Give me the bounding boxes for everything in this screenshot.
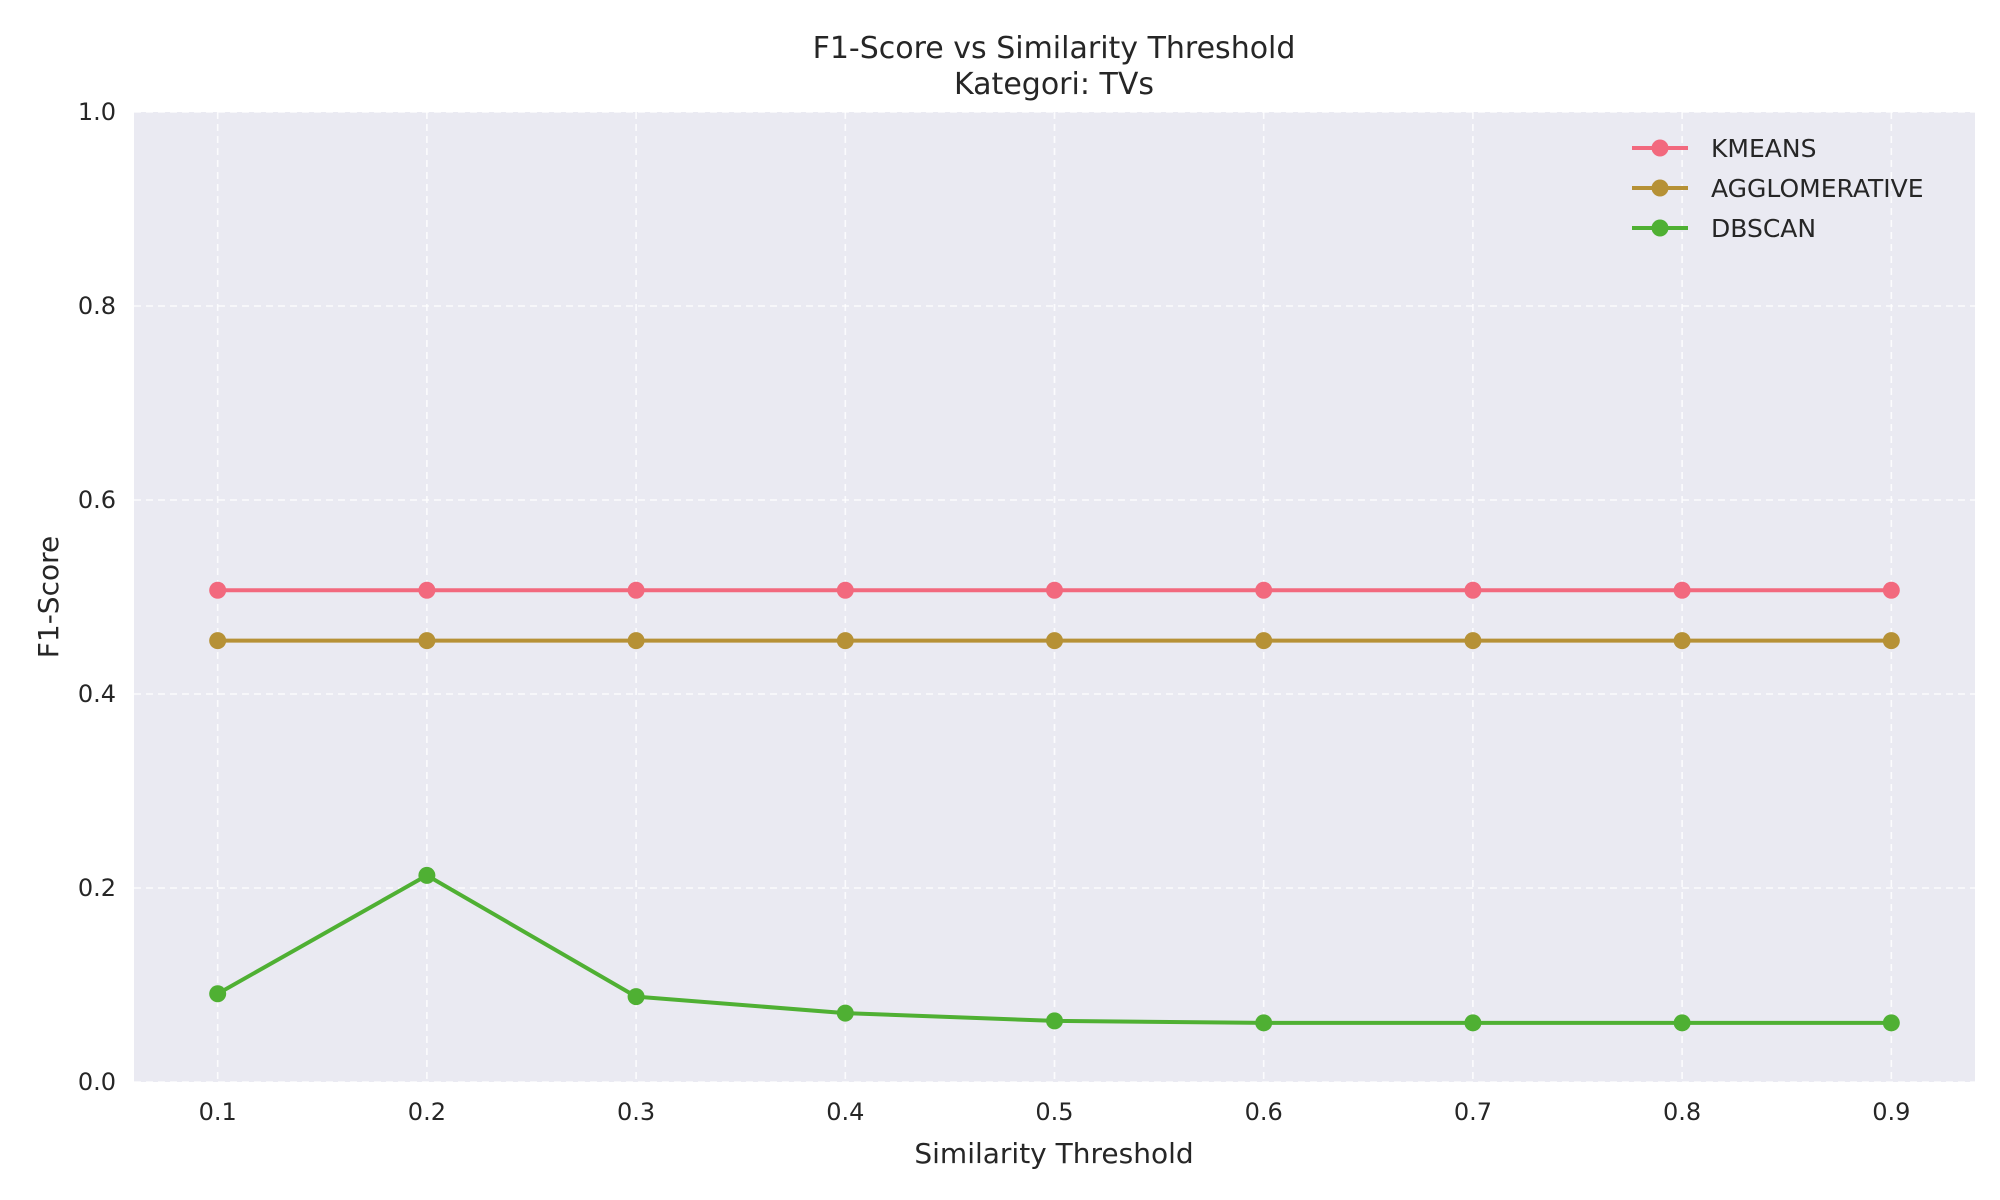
legend: KMEANS AGGLOMERATIVE DBSCAN bbox=[1632, 134, 1924, 243]
x-axis-label: Similarity Threshold bbox=[914, 1137, 1193, 1170]
data-point bbox=[418, 581, 436, 599]
x-tick-label: 0.3 bbox=[617, 1098, 655, 1126]
data-point bbox=[209, 985, 227, 1003]
data-point bbox=[836, 581, 854, 599]
legend-marker bbox=[1651, 179, 1669, 197]
x-tick-label: 0.8 bbox=[1663, 1098, 1701, 1126]
legend-marker bbox=[1651, 219, 1669, 237]
series-dbscan bbox=[209, 866, 1900, 1032]
data-point bbox=[627, 632, 645, 650]
data-point bbox=[1255, 632, 1273, 650]
x-tick-label: 0.7 bbox=[1454, 1098, 1492, 1126]
data-point bbox=[1046, 1012, 1063, 1030]
y-tick-label: 0.6 bbox=[78, 486, 116, 514]
y-tick-label: 0.0 bbox=[78, 1068, 116, 1096]
series-kmeans bbox=[209, 581, 1900, 599]
y-axis-label: F1-Score bbox=[32, 536, 65, 658]
data-point bbox=[836, 1004, 854, 1022]
data-point bbox=[418, 866, 436, 884]
data-point bbox=[209, 581, 227, 599]
x-tick-label: 0.5 bbox=[1035, 1098, 1073, 1126]
y-tick-label: 0.2 bbox=[78, 874, 116, 902]
data-point bbox=[1464, 581, 1482, 599]
data-point bbox=[1464, 1014, 1482, 1032]
x-tick-label: 0.2 bbox=[408, 1098, 446, 1126]
x-tick-label: 0.9 bbox=[1872, 1098, 1910, 1126]
data-point bbox=[209, 632, 227, 650]
series-agglomerative bbox=[209, 632, 1900, 650]
y-tick-label: 1.0 bbox=[78, 98, 116, 126]
y-tick-label: 0.8 bbox=[78, 292, 116, 320]
data-point bbox=[1882, 632, 1900, 650]
data-point bbox=[1255, 581, 1273, 599]
legend-item: KMEANS bbox=[1632, 134, 1816, 163]
tick-layer: 0.0 0.2 0.4 0.6 0.8 1.0 0.1 0.2 0.3 0.4 0.5 0.6 0.7 0… bbox=[78, 98, 1911, 1126]
legend-label: AGGLOMERATIVE bbox=[1711, 174, 1924, 203]
data-point bbox=[418, 632, 436, 650]
legend-item: AGGLOMERATIVE bbox=[1632, 174, 1924, 203]
data-point bbox=[1673, 632, 1691, 650]
x-tick-label: 0.6 bbox=[1245, 1098, 1283, 1126]
data-point bbox=[1464, 632, 1482, 650]
legend-item: DBSCAN bbox=[1632, 214, 1816, 243]
data-point bbox=[627, 988, 645, 1006]
data-point bbox=[1673, 581, 1691, 599]
legend-label: KMEANS bbox=[1711, 134, 1816, 163]
data-point bbox=[1255, 1014, 1273, 1032]
legend-marker bbox=[1651, 139, 1669, 157]
data-point bbox=[1673, 1014, 1691, 1032]
series-layer bbox=[209, 581, 1900, 1032]
data-point bbox=[1882, 581, 1900, 599]
chart-subtitle: Kategori: TVs bbox=[954, 67, 1154, 102]
data-point bbox=[627, 581, 645, 599]
y-tick-label: 0.4 bbox=[78, 680, 116, 708]
chart-title: F1-Score vs Similarity Threshold bbox=[813, 31, 1296, 66]
x-tick-label: 0.1 bbox=[199, 1098, 237, 1126]
data-point bbox=[836, 632, 854, 650]
data-point bbox=[1046, 632, 1063, 650]
x-tick-label: 0.4 bbox=[826, 1098, 864, 1126]
legend-label: DBSCAN bbox=[1711, 214, 1816, 243]
data-point bbox=[1882, 1014, 1900, 1032]
data-point bbox=[1046, 581, 1063, 599]
